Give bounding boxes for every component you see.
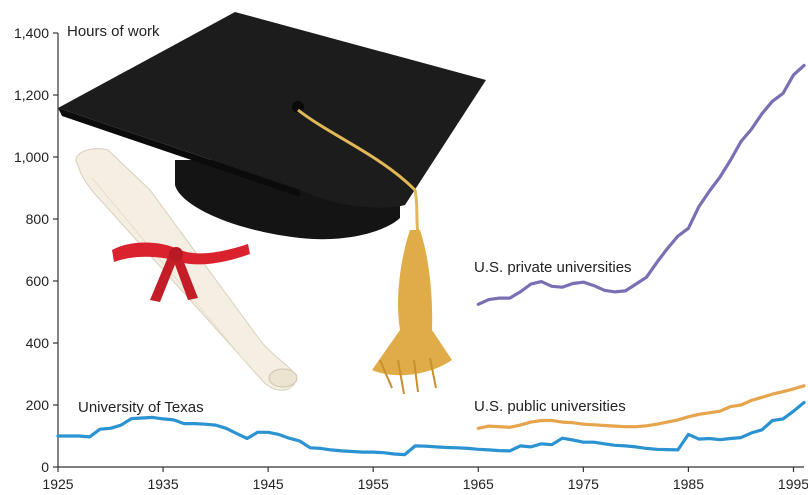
- graduation-cap-icon: [58, 12, 486, 395]
- x-tick-label: 1955: [358, 476, 389, 492]
- series-label-texas: University of Texas: [78, 399, 204, 416]
- y-tick-label: 400: [26, 335, 50, 351]
- series-line-university-of-texas: [56, 400, 806, 457]
- x-tick-label: 1935: [147, 476, 178, 492]
- series-label-public: U.S. public universities: [474, 398, 626, 415]
- diploma-scroll-icon: [75, 148, 298, 391]
- y-tick-label: 800: [26, 211, 50, 227]
- x-tick-label: 1965: [463, 476, 494, 492]
- series-line-u-s-private-universities: [476, 63, 806, 306]
- x-tick-label: 1925: [42, 476, 73, 492]
- x-tick-label: 1985: [673, 476, 704, 492]
- x-tick-label: 1975: [568, 476, 599, 492]
- y-tick-label: 1,200: [14, 87, 49, 103]
- series-label-private: U.S. private universities: [474, 259, 632, 276]
- y-tick-label: 1,400: [14, 25, 49, 41]
- x-tick-label: 1945: [253, 476, 284, 492]
- y-axis-title: Hours of work: [67, 23, 160, 40]
- y-tick-label: 200: [26, 397, 50, 413]
- series-line-u-s-public-universities: [476, 384, 806, 430]
- y-tick-label: 1,000: [14, 149, 49, 165]
- y-tick-label: 600: [26, 273, 50, 289]
- y-tick-label: 0: [41, 459, 49, 475]
- x-tick-label: 1995: [778, 476, 808, 492]
